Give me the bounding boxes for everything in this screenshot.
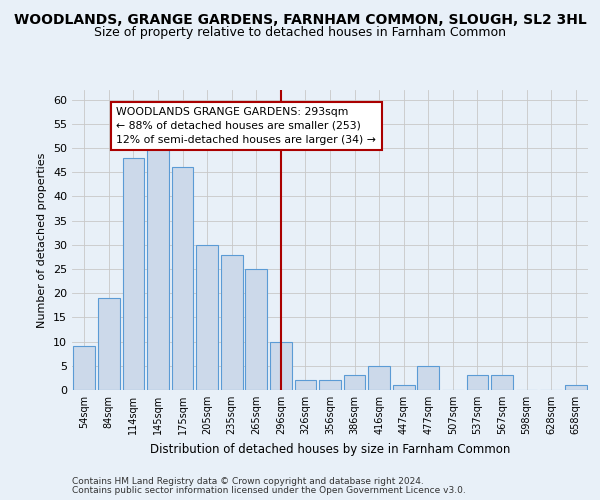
- Bar: [319, 380, 341, 390]
- Text: WOODLANDS GRANGE GARDENS: 293sqm
← 88% of detached houses are smaller (253)
12% : WOODLANDS GRANGE GARDENS: 293sqm ← 88% o…: [116, 107, 376, 145]
- Bar: [295, 380, 316, 390]
- Bar: [73, 346, 95, 390]
- Bar: [98, 298, 119, 390]
- Bar: [147, 148, 169, 390]
- Bar: [368, 366, 390, 390]
- Text: Size of property relative to detached houses in Farnham Common: Size of property relative to detached ho…: [94, 26, 506, 39]
- Bar: [122, 158, 144, 390]
- Y-axis label: Number of detached properties: Number of detached properties: [37, 152, 47, 328]
- Bar: [172, 168, 193, 390]
- Bar: [491, 376, 513, 390]
- Text: WOODLANDS, GRANGE GARDENS, FARNHAM COMMON, SLOUGH, SL2 3HL: WOODLANDS, GRANGE GARDENS, FARNHAM COMMO…: [14, 12, 586, 26]
- Text: Contains public sector information licensed under the Open Government Licence v3: Contains public sector information licen…: [72, 486, 466, 495]
- Bar: [344, 376, 365, 390]
- Text: Distribution of detached houses by size in Farnham Common: Distribution of detached houses by size …: [150, 442, 510, 456]
- Bar: [196, 245, 218, 390]
- Bar: [418, 366, 439, 390]
- Bar: [270, 342, 292, 390]
- Bar: [221, 254, 242, 390]
- Text: Contains HM Land Registry data © Crown copyright and database right 2024.: Contains HM Land Registry data © Crown c…: [72, 478, 424, 486]
- Bar: [467, 376, 488, 390]
- Bar: [393, 385, 415, 390]
- Bar: [245, 269, 267, 390]
- Bar: [565, 385, 587, 390]
